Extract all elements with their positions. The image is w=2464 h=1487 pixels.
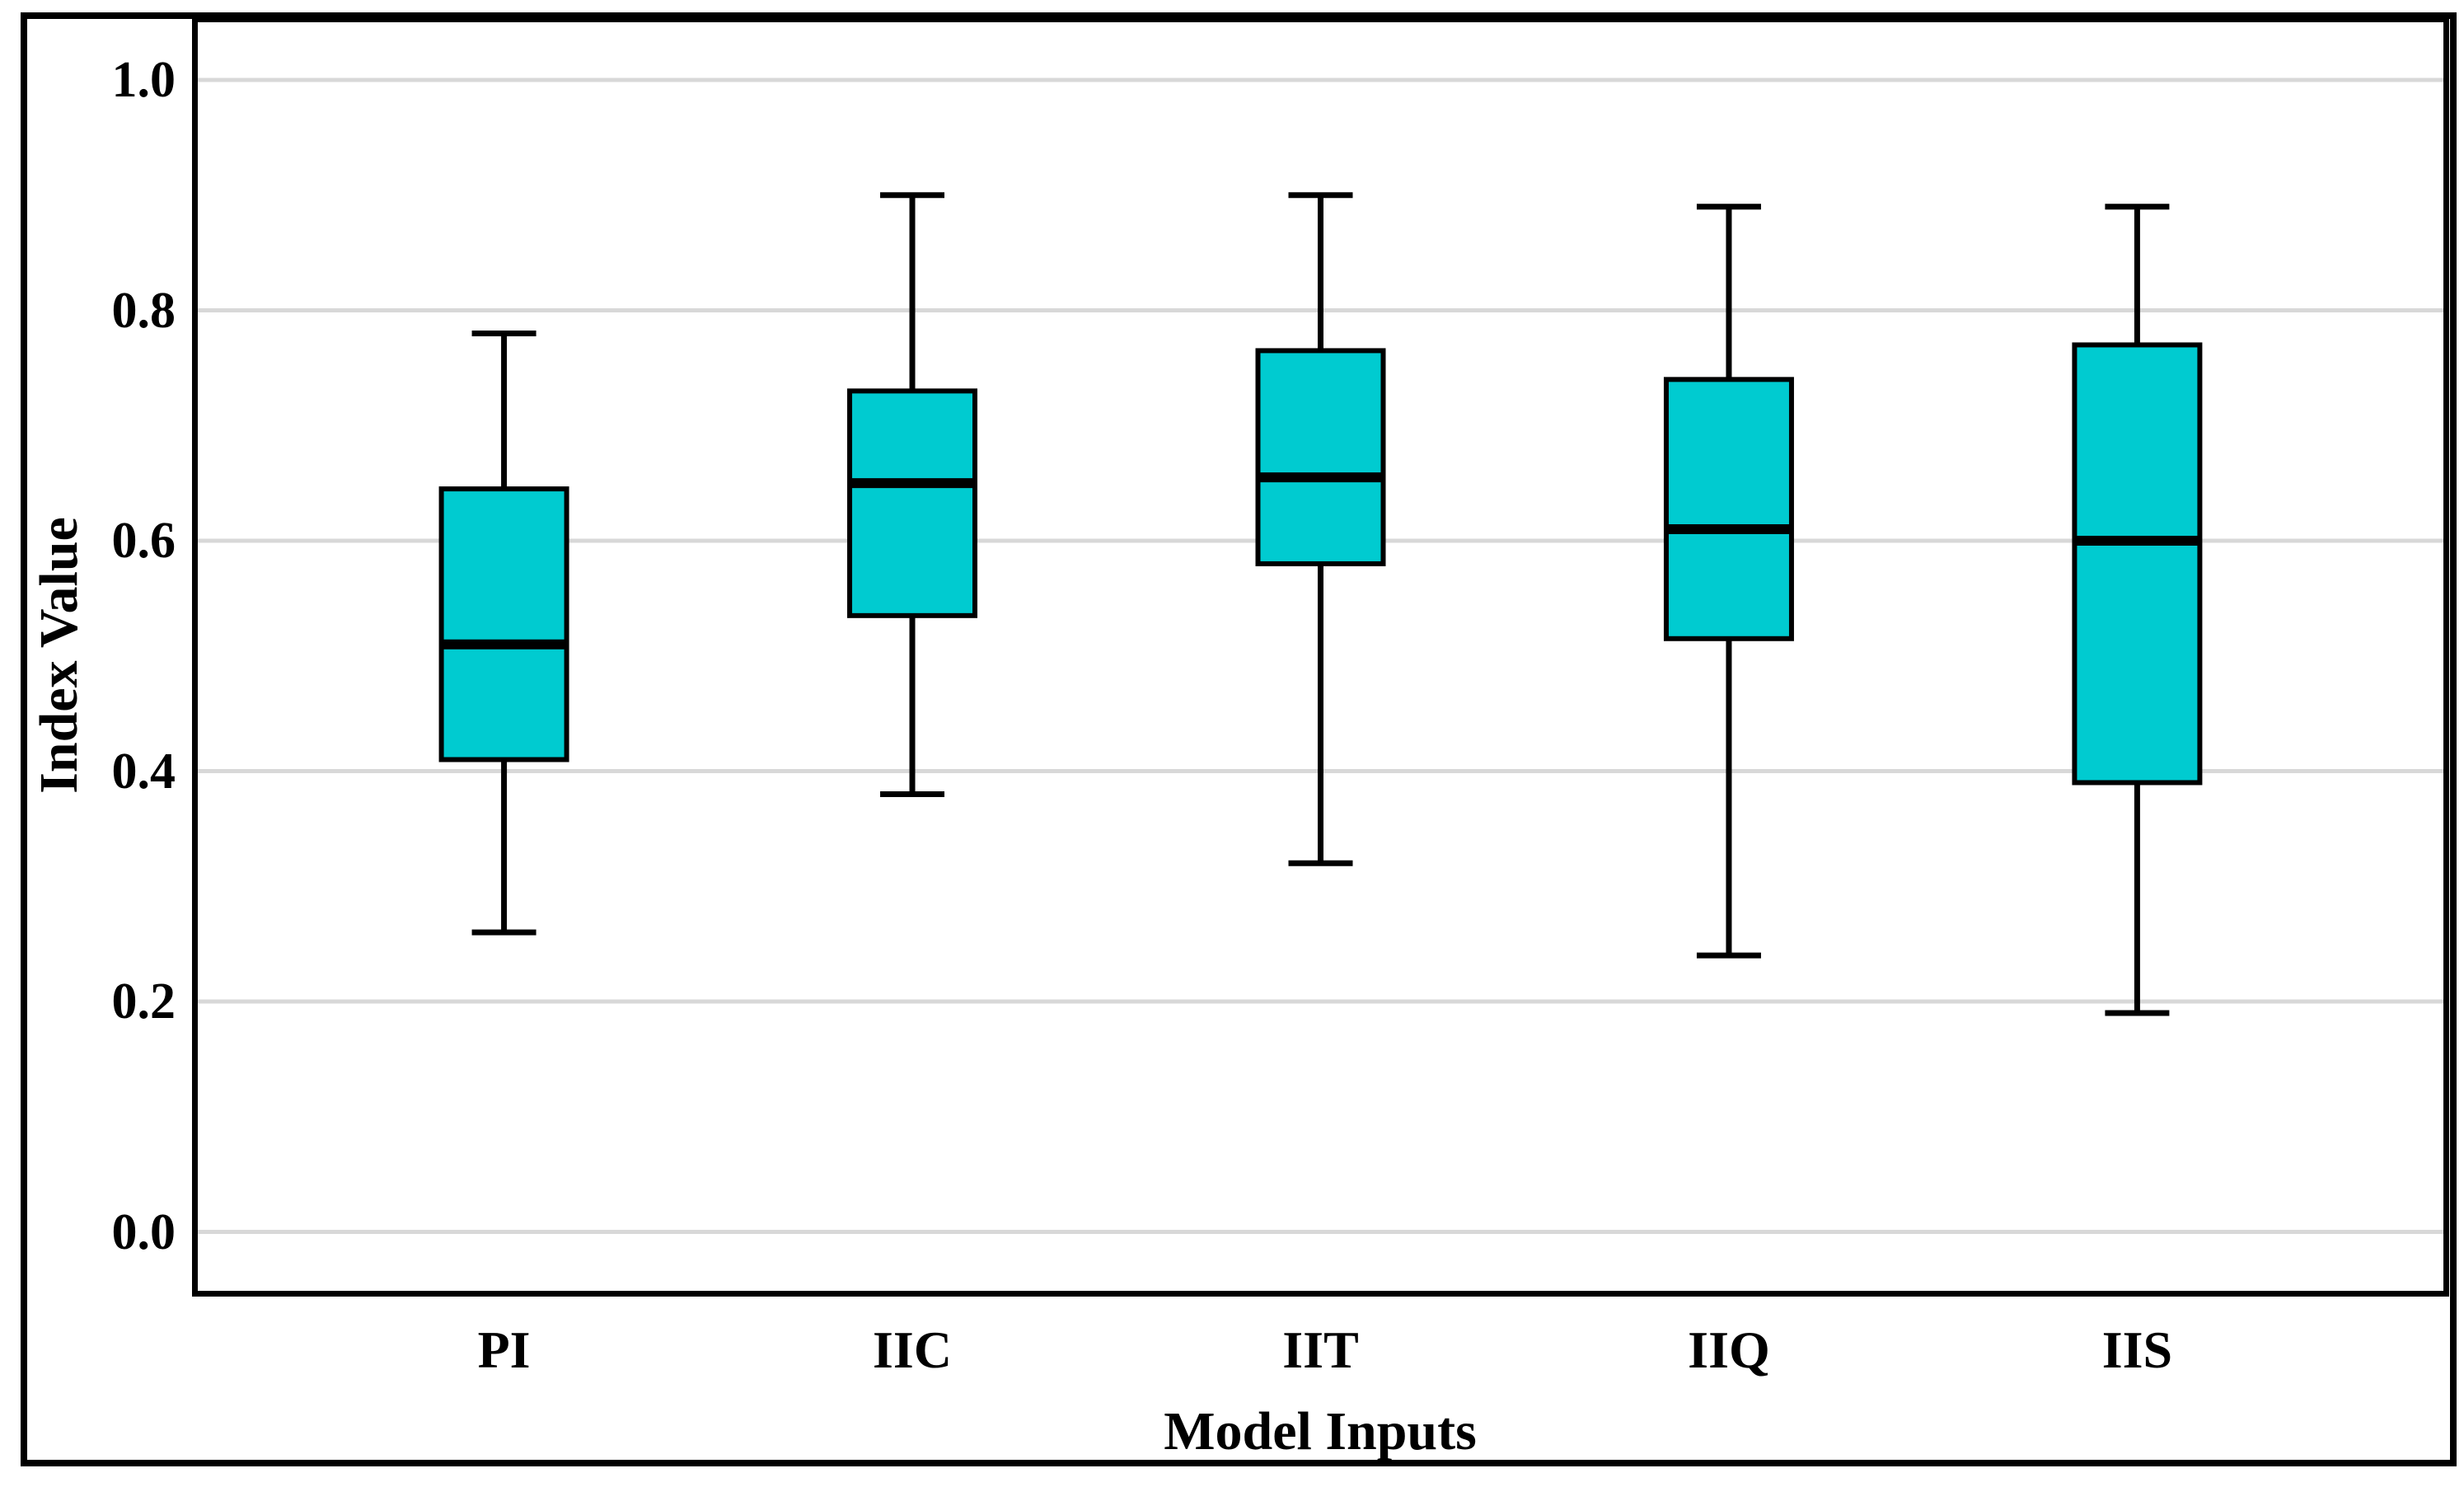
- iqr-box: [438, 486, 569, 762]
- x-tick-label-IIS: IIS: [2101, 1320, 2173, 1379]
- y-axis-title: Index Value: [29, 517, 89, 794]
- x-tick-label-IIQ: IIQ: [1688, 1320, 1770, 1379]
- y-tick-label-0.0: 0.0: [111, 1203, 176, 1260]
- y-tick-label-1.0: 1.0: [111, 52, 176, 108]
- iqr-box: [1255, 348, 1386, 566]
- box-IIC: [847, 192, 978, 797]
- x-tick-label-IIT: IIT: [1282, 1320, 1359, 1379]
- y-tick-label-0.6: 0.6: [111, 513, 176, 569]
- x-axis-title: Model Inputs: [1164, 1401, 1477, 1461]
- iqr-box: [847, 388, 978, 618]
- box-PI: [438, 330, 569, 936]
- box-IIQ: [1663, 204, 1794, 959]
- boxplot-canvas: [198, 77, 2443, 1234]
- box-IIS: [2072, 204, 2203, 1016]
- y-tick-label-0.4: 0.4: [111, 743, 176, 800]
- y-tick-label-0.2: 0.2: [111, 973, 176, 1030]
- x-tick-label-IIC: IIC: [873, 1320, 953, 1379]
- plot-area: [192, 16, 2449, 1297]
- iqr-box: [2072, 342, 2203, 786]
- y-tick-label-0.8: 0.8: [111, 282, 176, 339]
- iqr-box: [1663, 377, 1794, 641]
- box-IIT: [1255, 192, 1386, 866]
- x-tick-label-PI: PI: [477, 1320, 531, 1379]
